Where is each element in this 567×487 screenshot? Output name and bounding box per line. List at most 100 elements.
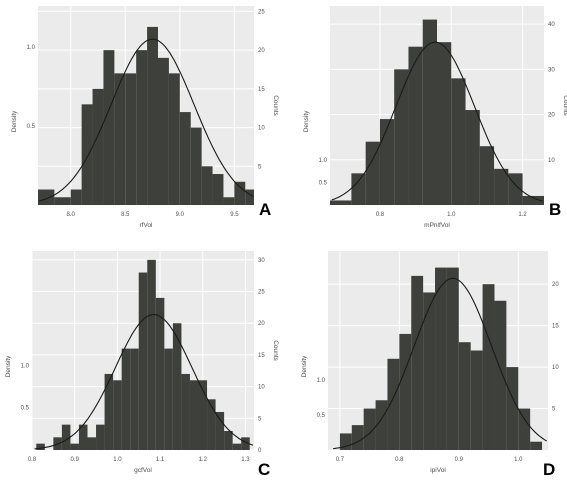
histogram-bar (121, 348, 131, 450)
histogram-bar (330, 200, 352, 205)
histogram-bar (399, 333, 412, 450)
normal-density-curve (333, 277, 547, 450)
histogram-bar (189, 380, 199, 450)
x-tick-label: 8.0 (67, 212, 76, 218)
histogram-bar (245, 189, 254, 205)
y2-tick-label: 5 (552, 407, 556, 413)
y2-tick-label: 15 (552, 324, 559, 330)
histogram-bar (223, 197, 235, 205)
histogram-bar (363, 408, 376, 450)
histogram-bar (470, 350, 483, 450)
x-tick-label: 9.5 (230, 212, 239, 218)
histogram-bar (339, 433, 352, 450)
y2-axis-title: Counts (562, 95, 567, 116)
histogram-bar (522, 195, 544, 205)
histogram-bar (423, 292, 436, 450)
y2-tick-label: 5 (258, 164, 262, 170)
histogram-bar (147, 26, 158, 205)
y2-tick-label: 20 (258, 48, 265, 54)
histogram-bar (365, 141, 380, 205)
x-tick-label: 1.2 (199, 457, 208, 463)
histogram-bar (351, 425, 364, 450)
y2-tick-label: 15 (258, 353, 265, 359)
y2-tick-label: 5 (258, 416, 262, 422)
histogram-bar (70, 443, 79, 450)
histogram-bar (61, 424, 71, 450)
histogram-bar (232, 443, 242, 450)
y-axis-title: Density (11, 110, 18, 132)
histogram-bar (92, 88, 104, 205)
x-tick-label: 0.7 (336, 457, 345, 463)
histogram-bar (38, 189, 55, 205)
histogram-bar (437, 42, 452, 205)
histogram-bar (451, 78, 466, 205)
y2-tick-label: 40 (548, 22, 555, 28)
histogram-bar (422, 19, 437, 206)
y2-tick-label: 30 (258, 258, 265, 264)
chart-panel-a: 8.0 8.5 9.0 9.5 0.5 1.0 5 10 15 20 25 rfVol Density C… (11, 6, 279, 229)
histogram-bar (435, 267, 447, 450)
x-axis-title: rfVol (139, 222, 153, 229)
x-tick-label: 9.0 (176, 212, 185, 218)
y2-tick-label: 0 (258, 448, 262, 454)
y-tick-label: 1.0 (27, 45, 36, 51)
normal-density-curve (331, 41, 543, 202)
x-tick-label: 1.0 (447, 212, 456, 218)
y2-tick-label: 10 (258, 126, 265, 132)
y-tick-label: 0.5 (21, 406, 30, 412)
x-axis-title: gcfVol (134, 467, 152, 474)
y-tick-label: 0.5 (27, 124, 36, 130)
y2-axis-title: Counts (272, 95, 279, 116)
y-axis-title: Density (301, 355, 308, 377)
histogram-bar (379, 119, 395, 205)
chart-panel-b: 0.8 1.0 1.2 0.5 1.0 10 20 30 40 mPnlfVol Density Co… (303, 6, 567, 229)
x-axis-title: ipiVol (430, 467, 446, 474)
histogram-bar (130, 348, 139, 450)
histogram-bar (234, 181, 246, 205)
x-tick-label: 1.2 (518, 212, 527, 218)
histogram-bar (147, 259, 156, 450)
chart-panel-d: 0.70.80.91.00.51.05101520ipiVolDensityCo… (301, 251, 567, 479)
histogram-bar (190, 127, 202, 205)
histogram-bar (81, 104, 93, 205)
y-tick-label: 0.5 (317, 413, 326, 419)
x-tick-label: 1.1 (156, 457, 165, 463)
histogram-bar (158, 57, 169, 205)
y2-tick-label: 20 (548, 113, 555, 119)
y2-tick-label: 20 (258, 321, 265, 327)
histogram-bar (113, 380, 122, 450)
y2-tick-label: 10 (548, 158, 555, 164)
histogram-bar (54, 197, 71, 205)
chart-panel-c: 0.8 0.9 1.0 1.1 1.2 1.3 0.5 1.0 0 5 10 15 20 25 30 gcfV… (5, 251, 279, 479)
x-tick-label: 0.9 (455, 457, 464, 463)
y2-tick-label: 30 (548, 67, 555, 73)
histogram-bar (394, 69, 409, 206)
histogram-bar (114, 73, 126, 206)
y-axis-title: Density (5, 355, 12, 377)
x-tick-label: 1.0 (113, 457, 122, 463)
histogram-bar (458, 342, 471, 450)
y2-tick-label: 25 (258, 290, 265, 296)
histogram-bar (506, 367, 519, 450)
histogram-bar (494, 300, 507, 450)
histogram-bar (408, 46, 423, 205)
histogram-bar (104, 373, 114, 450)
y-tick-label: 1.0 (319, 158, 328, 164)
histogram-bar (494, 168, 509, 205)
histogram-bar (136, 50, 148, 206)
y2-tick-label: 10 (552, 365, 559, 371)
y2-tick-label: 15 (258, 87, 265, 93)
histogram-bar (198, 380, 208, 450)
y-tick-label: 1.0 (21, 363, 30, 369)
panel-label: A (259, 200, 271, 219)
histogram-bar (479, 146, 495, 205)
y2-axis-title: Counts (272, 340, 279, 361)
x-axis-title: mPnlfVol (424, 222, 450, 229)
histogram-bar (181, 373, 190, 450)
histogram-bar (411, 275, 424, 450)
y-tick-label: 1.0 (317, 378, 326, 384)
histogram-bar (530, 441, 543, 450)
normal-density-curve (34, 313, 254, 450)
histogram-bar (87, 437, 97, 450)
